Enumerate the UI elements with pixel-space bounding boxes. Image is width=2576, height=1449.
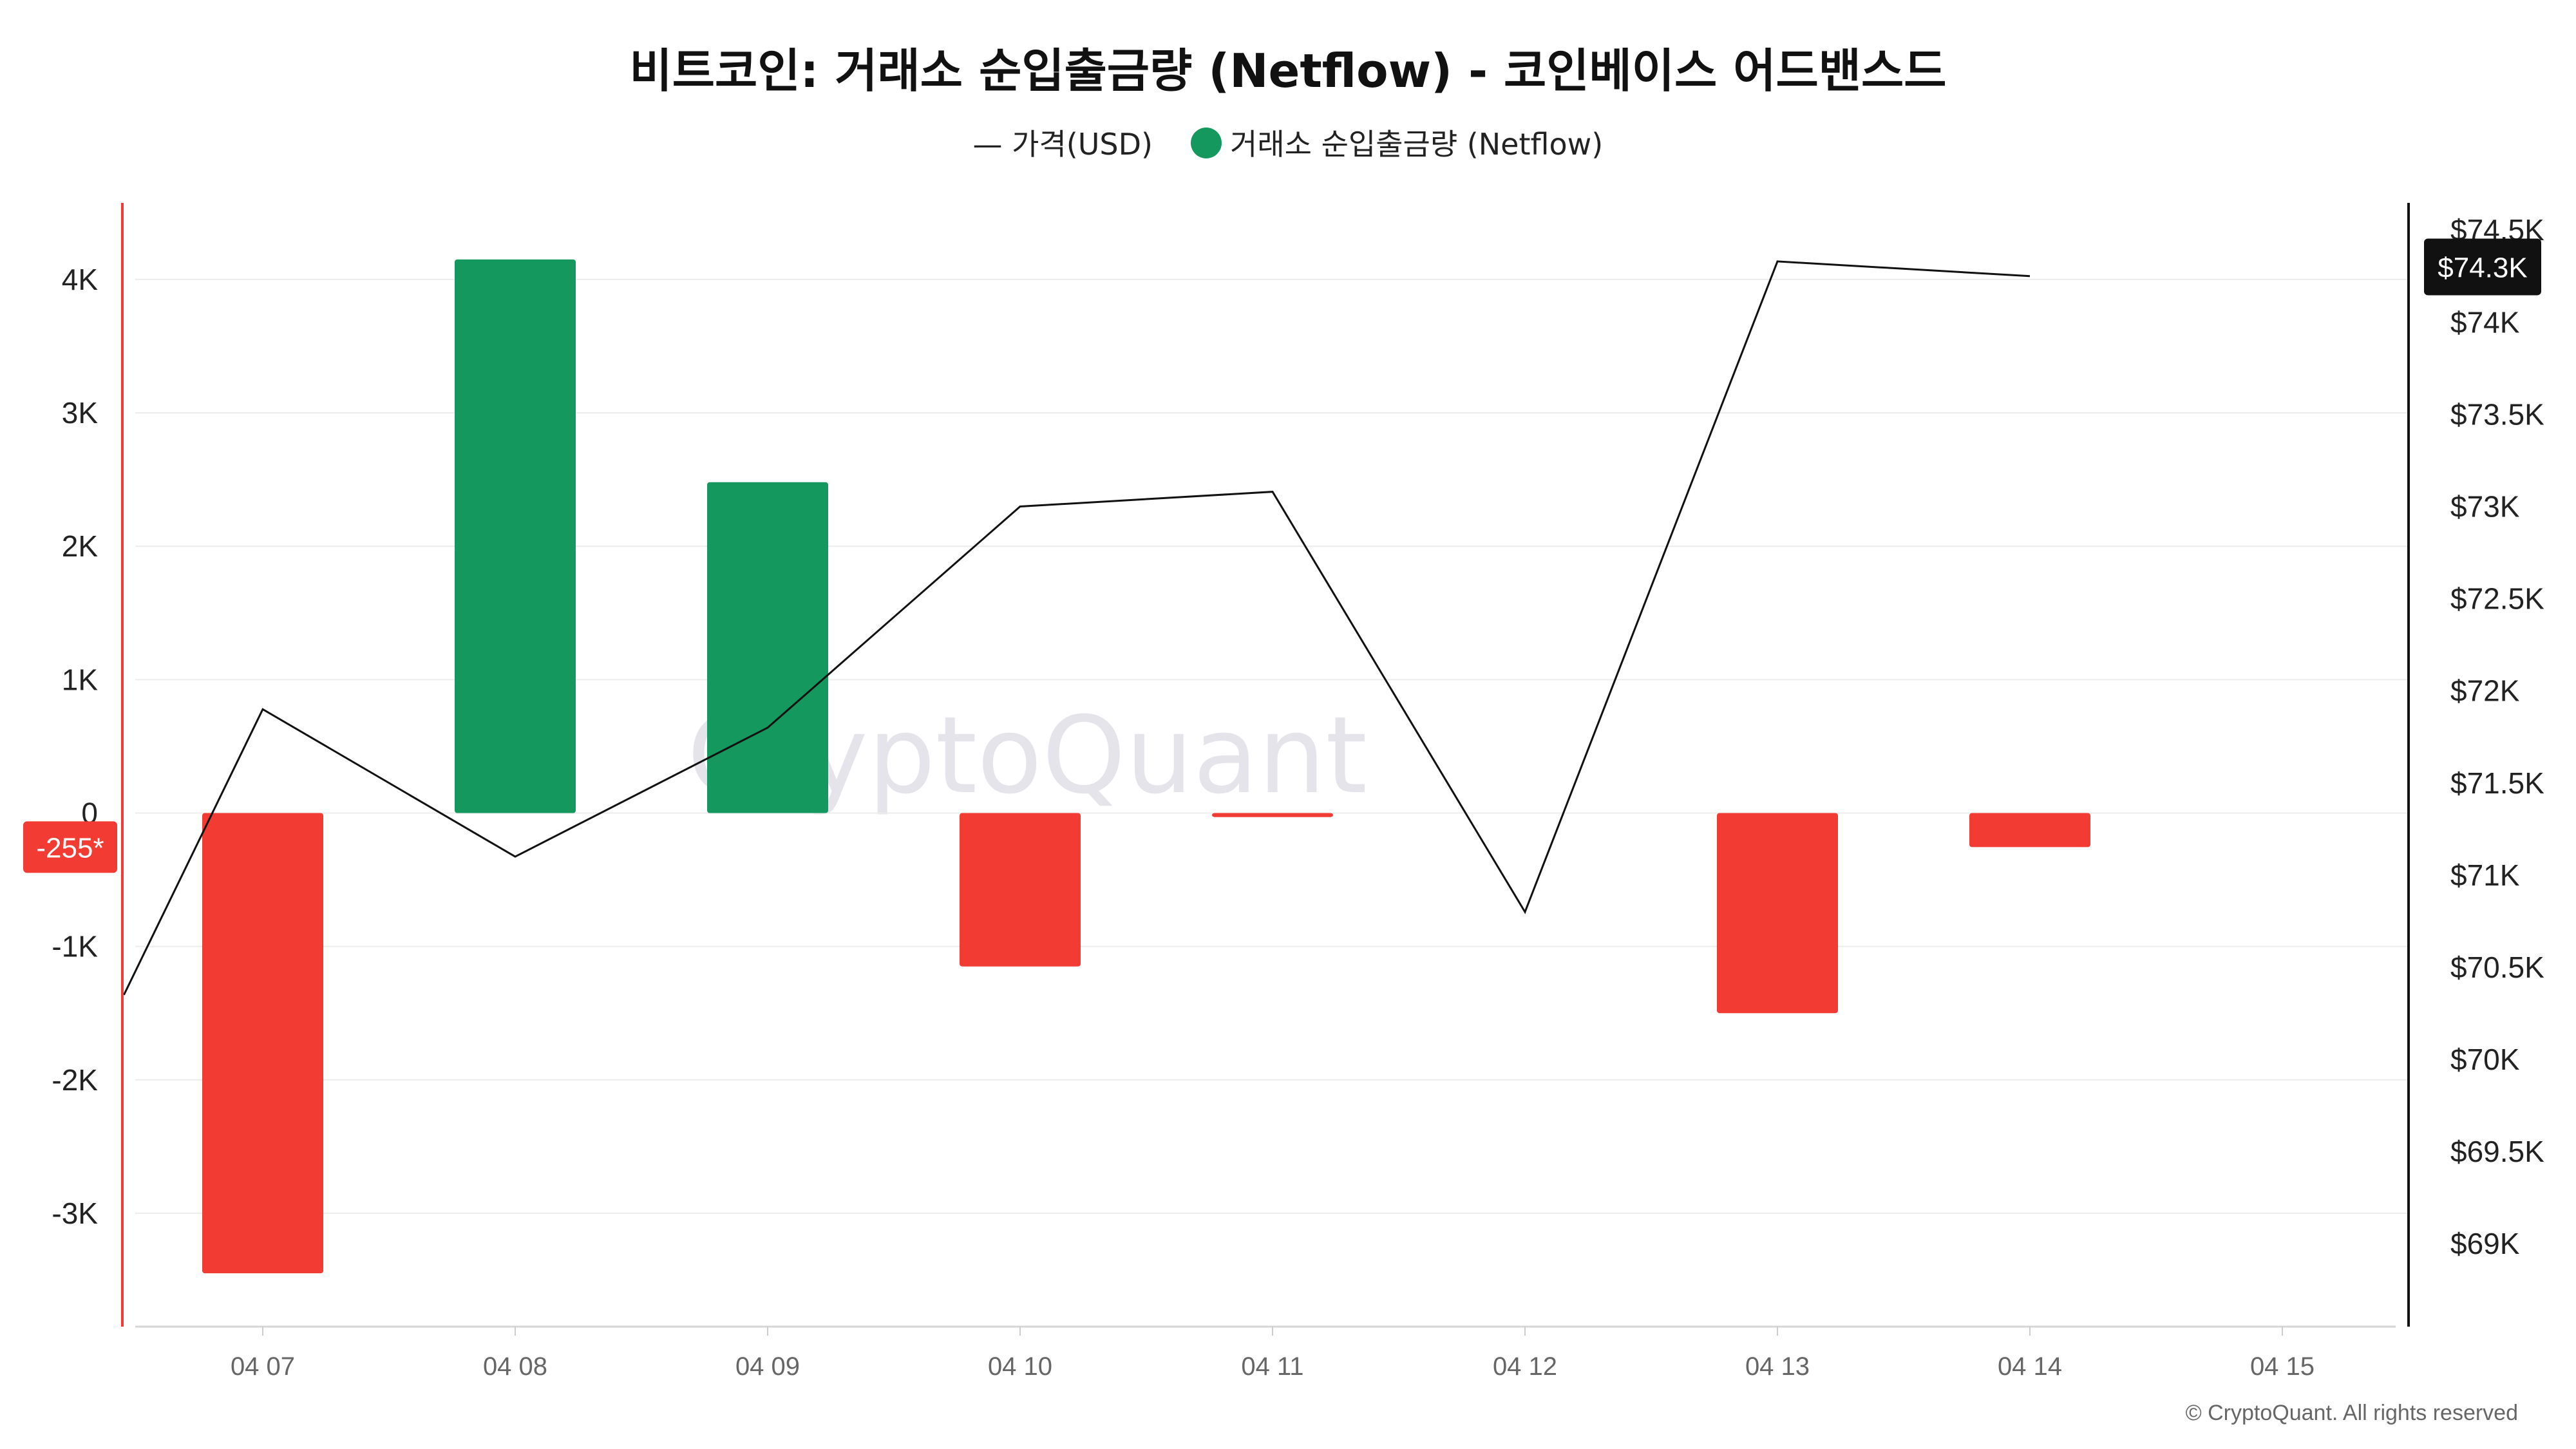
legend-netflow-label[interactable]: 거래소 순입출금량 (Netflow) xyxy=(1230,127,1603,162)
x-tick-label: 04 13 xyxy=(1745,1352,1810,1381)
netflow-bars xyxy=(202,259,2090,1274)
right-tick-label: $71K xyxy=(2450,858,2520,892)
ticks: -3K-2K-1K01K2K3K4K$69K$69.5K$70K$70.5K$7… xyxy=(52,213,2544,1381)
right-tick-label: $73K xyxy=(2450,489,2520,523)
x-tick-label: 04 11 xyxy=(1241,1352,1303,1381)
right-tick-label: $72K xyxy=(2450,674,2520,708)
netflow-bar[interactable] xyxy=(960,813,1081,967)
left-tick-label: 2K xyxy=(62,529,99,563)
price-line[interactable] xyxy=(123,260,2031,996)
price-line-layer xyxy=(123,260,2031,996)
left-tick-label: 4K xyxy=(62,263,99,296)
last-netflow-badge xyxy=(23,821,117,873)
legend: — 가격(USD) 거래소 순입출금량 (Netflow) xyxy=(973,127,1604,162)
last-netflow-label: -255* xyxy=(36,832,104,864)
netflow-bar[interactable] xyxy=(1212,813,1333,817)
right-tick-label: $74K xyxy=(2450,305,2520,339)
left-tick-label: -1K xyxy=(52,930,98,963)
right-tick-label: $73.5K xyxy=(2450,397,2544,431)
netflow-bar[interactable] xyxy=(202,813,323,1274)
copyright: © CryptoQuant. All rights reserved xyxy=(2186,1401,2518,1425)
last-price-badge xyxy=(2424,238,2541,296)
right-tick-label: $69.5K xyxy=(2450,1135,2544,1168)
x-tick-label: 04 07 xyxy=(231,1352,295,1381)
chart-title: 비트코인: 거래소 순입출금량 (Netflow) - 코인베이스 어드밴스드 xyxy=(629,44,1946,98)
left-tick-label: 1K xyxy=(62,663,99,696)
value-badges: $74.3K -255* xyxy=(23,238,2541,873)
netflow-bar[interactable] xyxy=(1969,813,2090,848)
x-tick-label: 04 14 xyxy=(1998,1352,2062,1381)
left-tick-label: -2K xyxy=(52,1063,98,1097)
right-tick-label: $69K xyxy=(2450,1227,2520,1260)
x-tick-label: 04 15 xyxy=(2250,1352,2315,1381)
left-tick-label: 3K xyxy=(62,396,99,430)
right-tick-label: $72.5K xyxy=(2450,582,2544,616)
legend-netflow-dot xyxy=(1191,128,1222,158)
right-tick-label: $70.5K xyxy=(2450,951,2544,984)
last-price-label: $74.3K xyxy=(2438,252,2527,283)
right-tick-label: $71.5K xyxy=(2450,766,2544,800)
netflow-bar[interactable] xyxy=(1717,813,1838,1014)
axes xyxy=(121,203,2410,1328)
netflow-bar[interactable] xyxy=(455,259,576,813)
x-tick-label: 04 09 xyxy=(735,1352,800,1381)
right-tick-label: $70K xyxy=(2450,1043,2520,1076)
x-tick-label: 04 12 xyxy=(1493,1352,1557,1381)
x-tick-label: 04 10 xyxy=(988,1352,1052,1381)
legend-price-label[interactable]: — 가격(USD) xyxy=(973,127,1153,162)
x-tick-label: 04 08 xyxy=(483,1352,547,1381)
left-tick-label: -3K xyxy=(52,1197,98,1230)
netflow-bar[interactable] xyxy=(707,482,828,813)
